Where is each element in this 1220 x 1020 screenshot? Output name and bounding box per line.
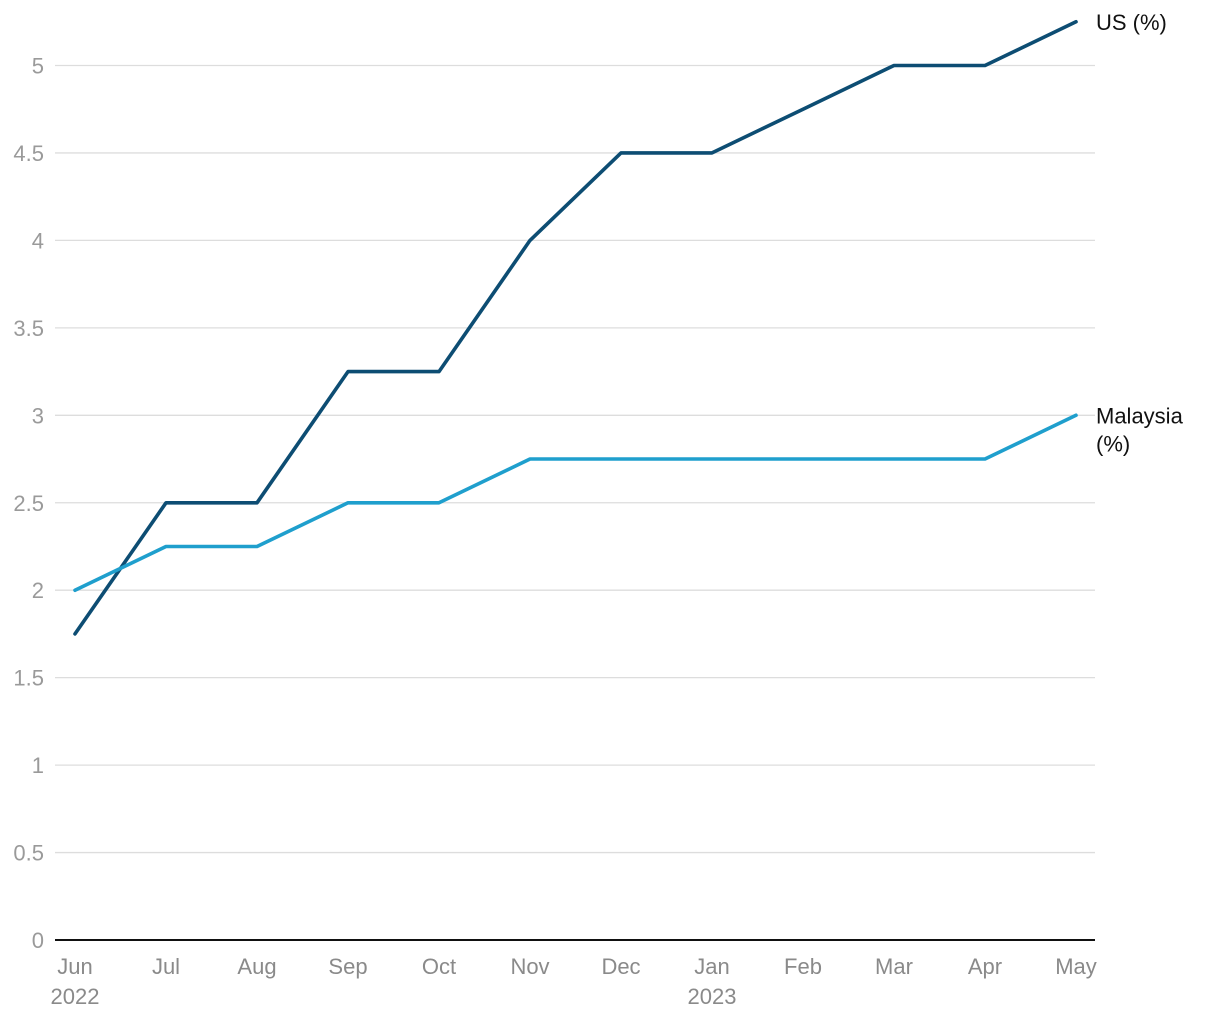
series-label: (%) [1096,431,1130,456]
x-tick-label: Jul [152,954,180,979]
x-tick-year-label: 2022 [51,984,100,1009]
series-line-us [73,19,1078,636]
series-label: US (%) [1096,10,1167,35]
x-tick-label: May [1055,954,1097,979]
x-axis: Jun 2022 Jul Aug Sep Oct Nov Dec Jan 2023 Feb Mar Ap… [51,939,1097,1009]
series-lines [73,19,1078,636]
y-tick-label: 3.5 [13,316,44,341]
y-tick-label: 2 [32,578,44,603]
x-tick-label: Dec [601,954,640,979]
x-tick-label: Mar [875,954,913,979]
x-tick-year-label: 2023 [688,984,737,1009]
y-tick-label: 1.5 [13,666,44,691]
x-tick-label: Aug [237,954,276,979]
y-tick-label: 3 [32,403,44,428]
x-tick-label: Nov [510,954,549,979]
y-tick-label: 0.5 [13,841,44,866]
x-tick-label: Apr [968,954,1002,979]
y-tick-label: 1 [32,753,44,778]
x-tick-label: Jun [57,954,92,979]
series-label: Malaysia [1096,403,1184,428]
x-tick-label: Feb [784,954,822,979]
x-tick-label: Jan [694,954,729,979]
series-labels: US (%) Malaysia (%) [1096,10,1184,457]
x-tick-label: Oct [422,954,456,979]
series-line-malaysia [73,413,1078,593]
y-tick-label: 0 [32,928,44,953]
y-tick-label: 5 [32,54,44,79]
y-tick-label: 2.5 [13,491,44,516]
y-tick-label: 4 [32,228,44,253]
x-tick-label: Sep [328,954,367,979]
y-tick-label: 4.5 [13,141,44,166]
y-axis: 0 0.5 1 1.5 2 2.5 3 3.5 4 4.5 5 [13,54,44,954]
